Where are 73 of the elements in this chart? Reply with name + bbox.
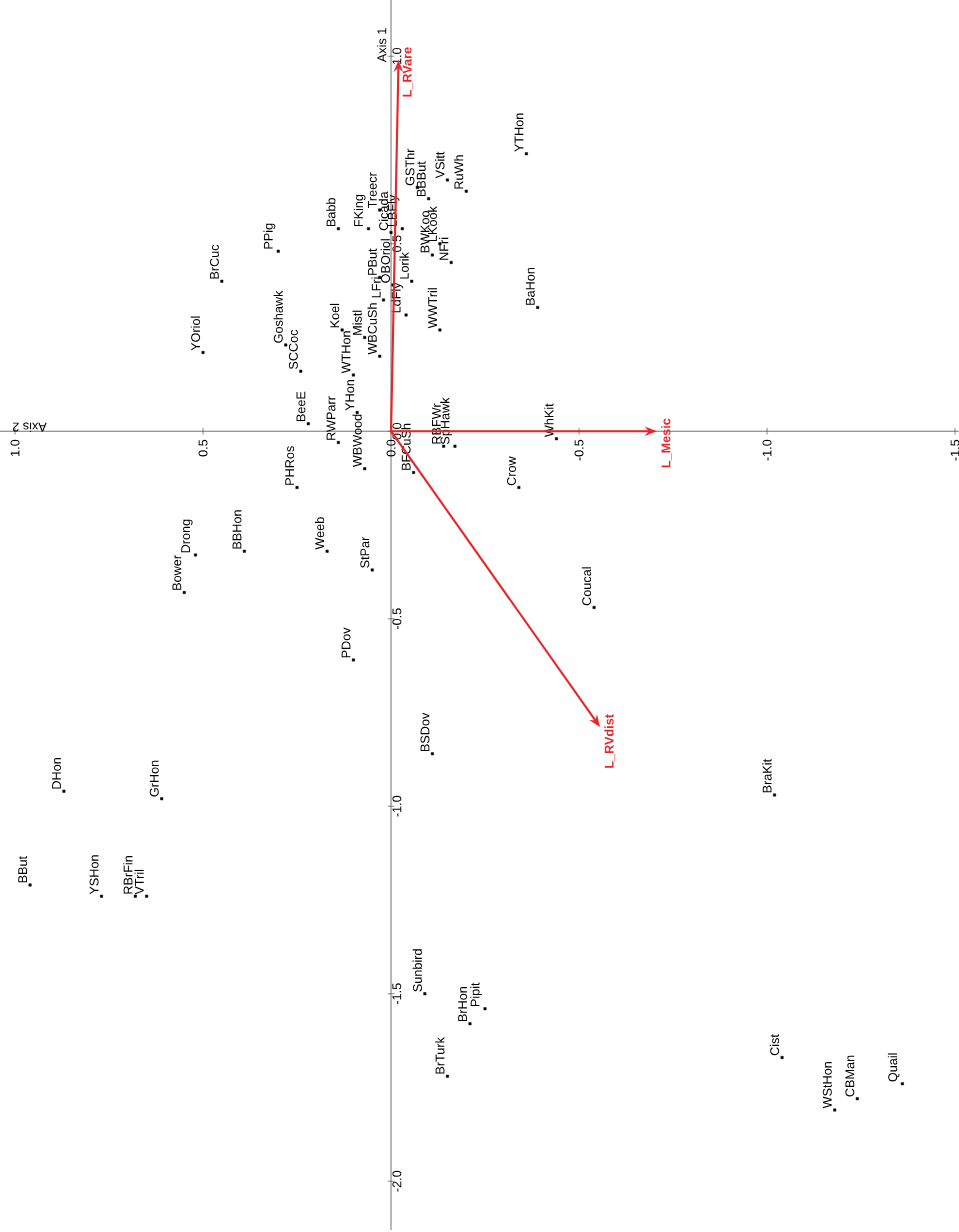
- x-tick-label: -0.5: [574, 439, 584, 461]
- annotation: RBrFin: [123, 856, 133, 894]
- annotation: BSDov: [420, 712, 430, 752]
- annotation: YOriol: [190, 316, 201, 351]
- annotation: BBut: [18, 856, 28, 883]
- x-tick-label: 0.5: [198, 439, 208, 457]
- annotation: GSThr: [405, 148, 415, 186]
- annotation: NFri: [439, 237, 449, 260]
- y-tick-label: 1.0: [392, 47, 402, 65]
- annotation: BBHon: [232, 510, 242, 549]
- annotation: LFri: [371, 277, 381, 298]
- annotation: Koel: [329, 303, 340, 328]
- x-tick-label: -1.5: [950, 439, 959, 461]
- annotation: Treecr: [367, 172, 377, 209]
- y-tick-label: -0.5: [392, 608, 402, 630]
- y-axis-title: Axis 1: [377, 28, 387, 63]
- annotation: Cist: [769, 1034, 780, 1056]
- annotation: BrTurk: [435, 1037, 445, 1074]
- annotation: PPig: [263, 223, 276, 249]
- annotation: Goshawk: [273, 290, 283, 343]
- annotation: StPar: [360, 536, 370, 568]
- annotation: SpHawk: [440, 397, 453, 445]
- x-tick-label: 1.0: [10, 439, 20, 456]
- annotation: BFCuSh: [401, 423, 411, 470]
- annotation: Bower: [172, 555, 182, 590]
- annotation: BaHon: [525, 267, 535, 305]
- annotation: BrHon: [458, 987, 468, 1022]
- annotation: Cicada: [378, 191, 389, 231]
- annotation: L_RVare: [402, 47, 414, 97]
- annotation: YSHon: [89, 855, 99, 895]
- annotation: VSitt: [435, 151, 445, 179]
- annotation: L_RVdist: [604, 714, 616, 768]
- annotation: BeeE: [296, 391, 306, 422]
- annotation: YHon: [345, 380, 355, 411]
- annotation: BraKit: [762, 758, 772, 793]
- annotation: WWTril: [427, 288, 437, 329]
- annotation: L_Mesic: [661, 418, 672, 468]
- annotation: Crow: [506, 456, 516, 486]
- annotation: PDov: [341, 627, 351, 658]
- annotation: Sunbird: [412, 949, 422, 992]
- annotation: Lorik: [399, 252, 409, 279]
- annotation: YTHon: [514, 113, 524, 152]
- annotation: RBFWr: [432, 403, 441, 444]
- annotation: OBOriol: [380, 239, 390, 283]
- annotation: Weeb: [314, 517, 325, 550]
- annotation: FKing: [353, 194, 366, 227]
- annotation: WBWood: [352, 414, 362, 468]
- annotation: Drong: [181, 519, 193, 553]
- annotation: GrHon: [149, 760, 159, 797]
- annotation: DHon: [52, 758, 61, 789]
- annotation: WBCuSh: [367, 303, 377, 355]
- annotation: PHRos: [285, 446, 295, 485]
- x-tick-label: -1.0: [762, 439, 772, 461]
- annotation: CBMan: [845, 1055, 855, 1097]
- annotation: PBut: [367, 248, 377, 275]
- annotation: RuWh: [453, 155, 464, 189]
- y-tick-label: -1.0: [392, 795, 402, 817]
- annotation: RWParr: [326, 396, 336, 440]
- annotation: SCCoc: [288, 329, 298, 370]
- annotation: Coucal: [581, 567, 592, 606]
- y-tick-label: -1.5: [392, 983, 402, 1005]
- annotation: VTril: [134, 869, 144, 895]
- y-tick-label: -2.0: [392, 1170, 402, 1192]
- annotation: Pipit: [470, 982, 483, 1007]
- annotation: BrCuc: [209, 244, 219, 279]
- annotation: BBBut: [416, 161, 426, 197]
- annotation: Babb: [326, 198, 336, 227]
- annotation: WTHon: [341, 331, 351, 374]
- annotation: Quail: [887, 1053, 900, 1082]
- annotation: WStHon: [822, 1062, 832, 1109]
- annotation: WhKit: [544, 403, 554, 438]
- x-axis-title: Axis 2: [12, 422, 47, 432]
- annotation: Mistl: [352, 310, 362, 335]
